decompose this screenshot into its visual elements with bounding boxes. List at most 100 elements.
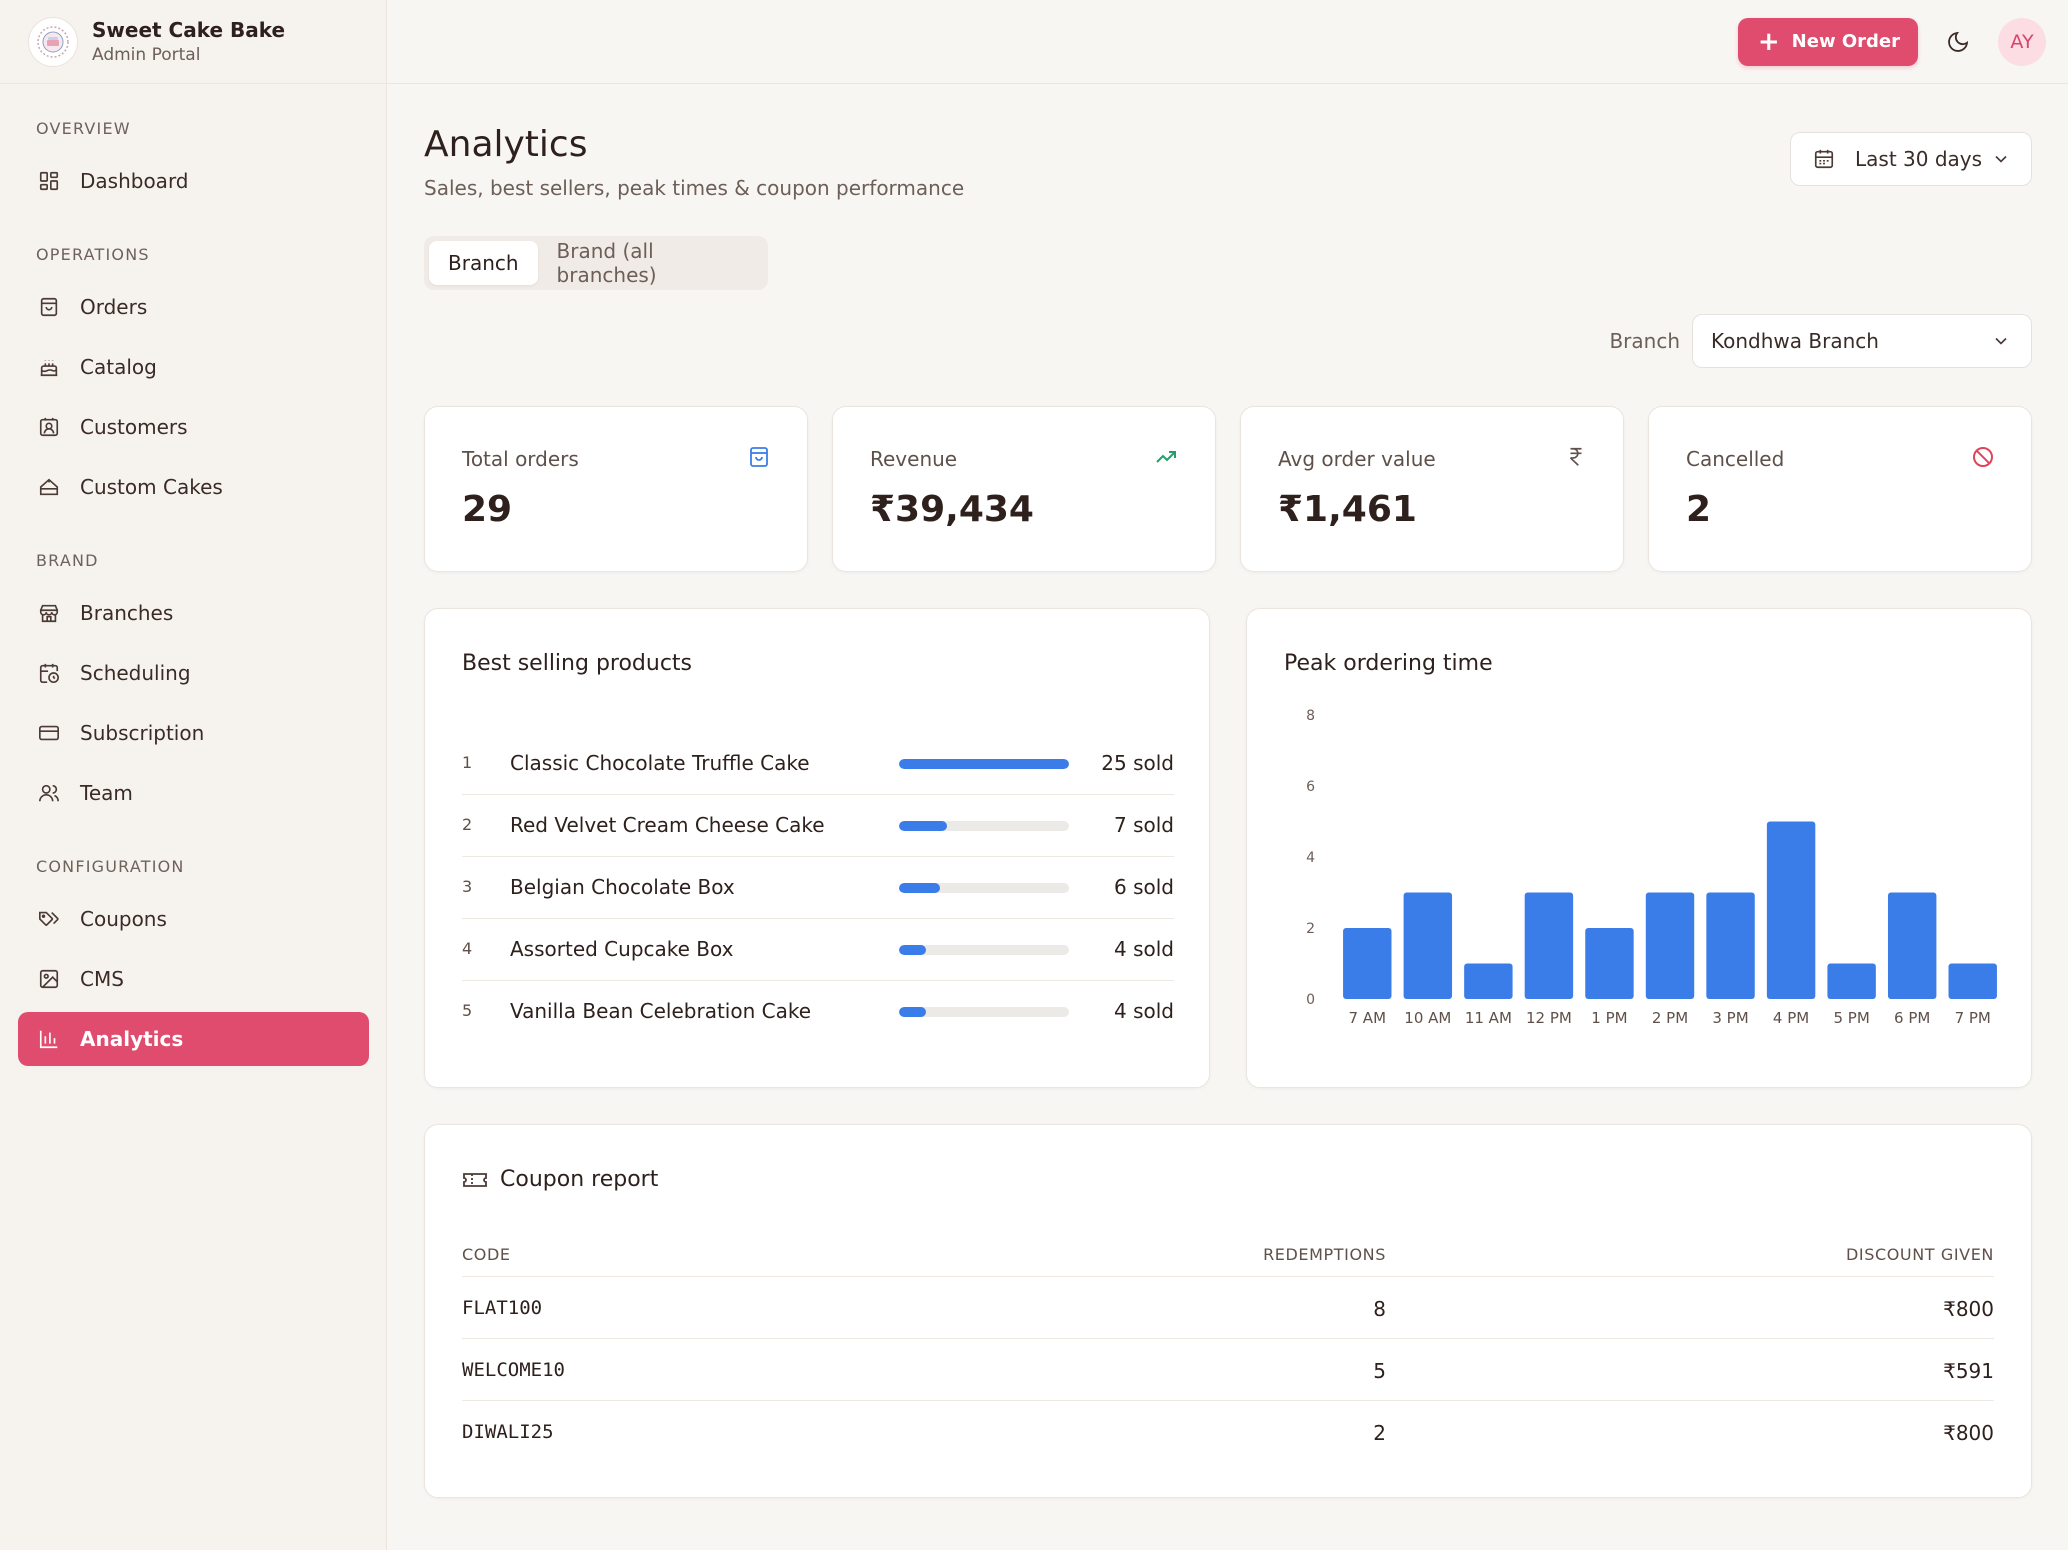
x-tick-label: 4 PM xyxy=(1773,1009,1809,1027)
sales-progress-fill xyxy=(899,821,947,831)
tab-branch[interactable]: Branch xyxy=(429,241,538,285)
cake-icon xyxy=(36,354,62,380)
sales-progress-bar xyxy=(899,759,1069,769)
avatar[interactable]: AY xyxy=(1998,17,2046,66)
product-rank: 3 xyxy=(462,877,473,896)
store-icon xyxy=(36,600,62,626)
sidebar-item-cms[interactable]: CMS xyxy=(18,952,369,1006)
chart-bar xyxy=(1524,892,1574,999)
ticket-icon xyxy=(463,1172,487,1187)
x-tick-label: 12 PM xyxy=(1526,1009,1572,1027)
sidebar-item-label: Dashboard xyxy=(80,169,189,193)
table-row: FLAT100 8 ₹800 xyxy=(462,1277,1994,1339)
sidebar-item-dashboard[interactable]: Dashboard xyxy=(18,154,369,208)
product-rank: 4 xyxy=(462,939,473,958)
x-tick-label: 5 PM xyxy=(1833,1009,1869,1027)
section-label-overview: OVERVIEW xyxy=(36,119,131,138)
contact-icon xyxy=(36,414,62,440)
stat-card-revenue: Revenue ₹39,434 xyxy=(832,406,1216,572)
best-sellers-card: Best selling products 1 Classic Chocolate… xyxy=(424,608,1210,1088)
chart-bar xyxy=(1343,928,1392,999)
product-sold-count: 4 sold xyxy=(1114,937,1174,961)
shopping-bag-icon xyxy=(36,294,62,320)
sidebar-item-orders[interactable]: Orders xyxy=(18,280,369,334)
main-area: + New Order AY Analytics Sales, best sel… xyxy=(387,0,2068,1550)
chevron-down-icon xyxy=(1995,337,2007,345)
chart-bar xyxy=(1887,892,1937,999)
branch-select-value: Kondhwa Branch xyxy=(1711,329,1879,353)
coupon-discount: ₹800 xyxy=(1943,1297,1994,1321)
product-name: Belgian Chocolate Box xyxy=(510,875,735,899)
sidebar-item-analytics[interactable]: Analytics xyxy=(18,1012,369,1066)
x-tick-label: 7 PM xyxy=(1955,1009,1991,1027)
product-sold-count: 25 sold xyxy=(1101,751,1174,775)
branch-filter: Branch Kondhwa Branch xyxy=(1609,314,2032,368)
stat-value: 2 xyxy=(1686,489,1712,530)
sidebar-item-label: Branches xyxy=(80,601,174,625)
plus-icon: + xyxy=(1757,26,1780,57)
chart-bar xyxy=(1827,963,1876,999)
peak-times-card: Peak ordering time 0 2 4 6 8 7 AM 10 AM 11 AM 12… xyxy=(1246,608,2032,1088)
brand-header[interactable]: Sweet Cake Bake Admin Portal xyxy=(0,0,386,84)
sidebar-item-customers[interactable]: Customers xyxy=(18,400,369,454)
coupon-code: FLAT100 xyxy=(462,1297,543,1319)
shopping-bag-icon xyxy=(750,447,768,467)
chevron-down-icon xyxy=(1995,155,2007,163)
chart-bar xyxy=(1706,892,1755,999)
sidebar-item-catalog[interactable]: Catalog xyxy=(18,340,369,394)
coupon-discount: ₹591 xyxy=(1943,1359,1994,1383)
coupon-table-header: CODE REDEMPTIONS DISCOUNT GIVEN xyxy=(462,1233,1994,1277)
sidebar-item-team[interactable]: Team xyxy=(18,766,369,820)
stat-label: Revenue xyxy=(870,447,958,471)
sales-progress-fill xyxy=(899,759,1069,769)
y-tick-label: 2 xyxy=(1306,921,1315,937)
branch-select[interactable]: Kondhwa Branch xyxy=(1692,314,2032,368)
tab-brand-all-branches[interactable]: Brand (all branches) xyxy=(556,239,657,287)
stat-card-total-orders: Total orders 29 xyxy=(424,406,808,572)
x-tick-label: 3 PM xyxy=(1712,1009,1748,1027)
theme-toggle-button[interactable] xyxy=(1936,20,1980,64)
sales-progress-fill xyxy=(899,883,940,893)
x-tick-label: 1 PM xyxy=(1591,1009,1627,1027)
table-row: WELCOME10 5 ₹591 xyxy=(462,1339,1994,1401)
x-tick-label: 7 AM xyxy=(1349,1009,1387,1027)
cake-slice-icon xyxy=(36,474,62,500)
sales-progress-fill xyxy=(899,945,927,955)
table-row: DIWALI25 2 ₹800 xyxy=(462,1401,1994,1463)
coupon-redemptions: 2 xyxy=(1373,1421,1386,1445)
peak-times-chart: 0 2 4 6 8 7 AM 10 AM 11 AM 12 PM 1 PM 2 PM 3 PM 4 PM… xyxy=(1306,708,1997,1027)
list-item: 3 Belgian Chocolate Box 6 sold xyxy=(462,857,1174,919)
sidebar-item-subscription[interactable]: Subscription xyxy=(18,706,369,760)
new-order-button[interactable]: + New Order xyxy=(1737,17,1918,66)
sidebar-item-scheduling[interactable]: Scheduling xyxy=(18,646,369,700)
sidebar-item-label: Team xyxy=(80,781,133,805)
branch-filter-label: Branch xyxy=(1609,329,1680,353)
sidebar-item-custom-cakes[interactable]: Custom Cakes xyxy=(18,460,369,514)
list-item: 4 Assorted Cupcake Box 4 sold xyxy=(462,919,1174,981)
sidebar: Sweet Cake Bake Admin Portal OVERVIEW Da… xyxy=(0,0,387,1550)
sidebar-item-branches[interactable]: Branches xyxy=(18,586,369,640)
topbar: + New Order AY xyxy=(387,0,2068,84)
date-range-select[interactable]: Last 30 days xyxy=(1790,132,2032,186)
product-name: Vanilla Bean Celebration Cake xyxy=(510,999,812,1023)
calendar-icon xyxy=(1814,149,1834,169)
col-header-redemptions: REDEMPTIONS xyxy=(1263,1245,1386,1264)
product-rank: 1 xyxy=(462,753,473,772)
users-icon xyxy=(36,780,62,806)
sales-progress-bar xyxy=(899,883,1069,893)
list-item: 5 Vanilla Bean Celebration Cake 4 sold xyxy=(462,981,1174,1043)
peak-times-title: Peak ordering time xyxy=(1284,651,1493,676)
date-range-label: Last 30 days xyxy=(1855,147,1983,171)
product-sold-count: 7 sold xyxy=(1114,813,1174,837)
stat-card-cancelled: Cancelled 2 xyxy=(1648,406,2032,572)
sidebar-item-label: Coupons xyxy=(80,907,167,931)
list-item: 2 Red Velvet Cream Cheese Cake 7 sold xyxy=(462,795,1174,857)
coupon-code: DIWALI25 xyxy=(462,1421,554,1443)
chart-bar xyxy=(1464,963,1513,999)
coupon-redemptions: 8 xyxy=(1373,1297,1386,1321)
stat-label: Avg order value xyxy=(1278,447,1436,471)
sidebar-item-coupons[interactable]: Coupons xyxy=(18,892,369,946)
sidebar-item-label: CMS xyxy=(80,967,124,991)
coupon-report-card: Coupon report CODE REDEMPTIONS DISCOUNT … xyxy=(424,1124,2032,1498)
col-header-discount: DISCOUNT GIVEN xyxy=(1845,1245,1994,1264)
